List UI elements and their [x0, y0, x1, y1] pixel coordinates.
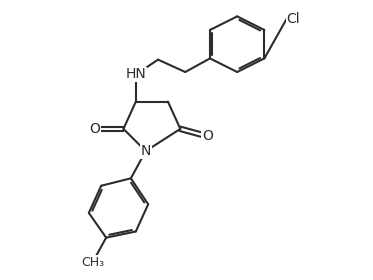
- Text: O: O: [202, 129, 213, 143]
- Text: HN: HN: [125, 67, 146, 81]
- Text: O: O: [90, 122, 100, 136]
- Text: Cl: Cl: [286, 12, 300, 26]
- Text: N: N: [141, 144, 151, 158]
- Text: CH₃: CH₃: [81, 256, 104, 269]
